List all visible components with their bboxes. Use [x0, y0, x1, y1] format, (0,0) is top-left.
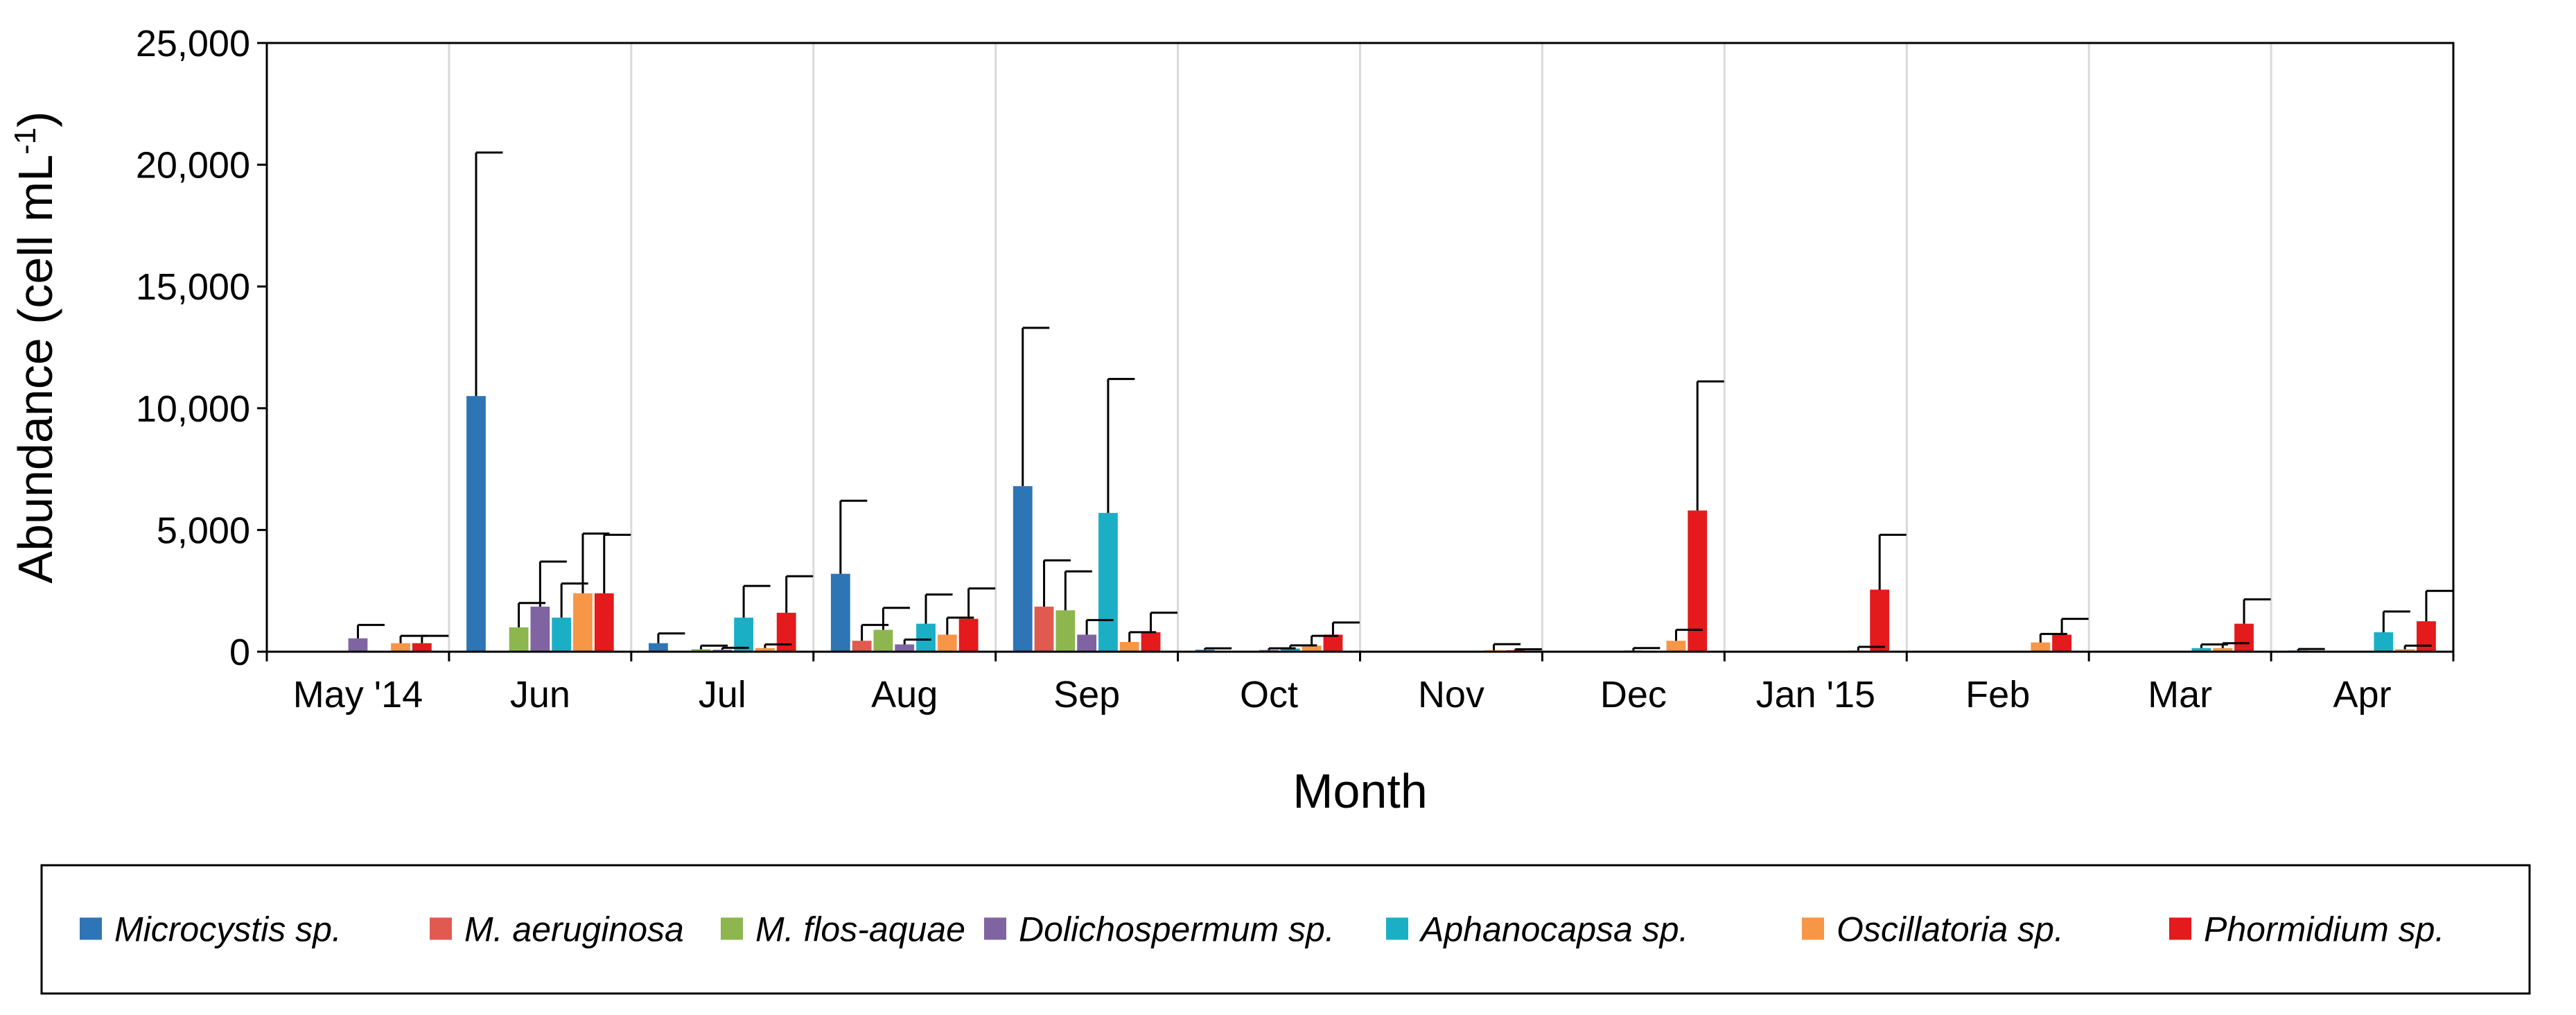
bar: [1302, 645, 1322, 652]
legend-label: Dolichospermum sp.: [1019, 910, 1335, 949]
bar: [573, 593, 593, 652]
bar: [391, 643, 410, 652]
y-axis-title-close: ): [8, 111, 62, 127]
bar: [873, 630, 893, 652]
bar: [1055, 610, 1076, 652]
bar: [1034, 607, 1054, 652]
bar: [691, 649, 711, 652]
x-tick-label: Jul: [699, 674, 746, 715]
bar: [1077, 634, 1097, 652]
bar: [1119, 641, 1139, 652]
x-tick-label: Oct: [1240, 674, 1298, 715]
bar: [895, 644, 915, 652]
bar: [852, 641, 872, 652]
bar: [594, 593, 614, 652]
y-axis-title: Abundance (cell mL-1): [8, 111, 62, 583]
bar: [2234, 623, 2254, 652]
bar: [348, 638, 368, 652]
bar: [937, 634, 957, 652]
legend-label: Phormidium sp.: [2204, 910, 2444, 949]
x-tick-label: Apr: [2333, 674, 2392, 715]
bar: [466, 396, 486, 652]
bar: [2374, 632, 2394, 652]
bar: [1870, 589, 1890, 652]
legend-swatch: [80, 917, 102, 940]
x-tick-label: Sep: [1053, 674, 1120, 715]
x-tick-label: Jan '15: [1756, 674, 1875, 715]
legend-swatch: [984, 917, 1006, 940]
y-tick-label: 20,000: [136, 145, 250, 186]
bar: [552, 617, 572, 652]
legend-swatch: [1386, 917, 1408, 940]
y-tick-label: 25,000: [136, 23, 250, 64]
gridlines: [448, 43, 2272, 652]
y-axis-title-superscript: -1: [8, 128, 42, 155]
legend-label: Oscillatoria sp.: [1837, 910, 2064, 949]
bars: [348, 396, 2436, 652]
legend-swatch: [721, 917, 743, 940]
y-axis-title-main: Abundance (cell mL: [8, 155, 62, 584]
bar: [648, 643, 668, 652]
bar: [2213, 648, 2233, 652]
x-tick-label: Feb: [1965, 674, 2030, 715]
bar: [1280, 648, 1300, 652]
x-axis-title: Month: [1293, 764, 1428, 818]
legend-box: [40, 864, 2531, 995]
bar: [916, 623, 936, 652]
bar: [2191, 648, 2211, 652]
bar: [1323, 634, 1343, 652]
bar: [2395, 649, 2415, 652]
legend-label: M. aeruginosa: [464, 910, 684, 949]
legend-label: M. flos-aquae: [755, 910, 965, 949]
x-tick-label: Dec: [1600, 674, 1667, 715]
bar: [1666, 641, 1686, 652]
x-tick-label: Nov: [1418, 674, 1484, 715]
bar: [412, 643, 432, 652]
x-tick-label: Aug: [871, 674, 938, 715]
x-axis-ticks: May '14 Jun Jul Aug Sep Oct Nov Dec Jan '15 Feb Ma…: [265, 652, 2455, 715]
bar: [509, 627, 529, 652]
bar: [530, 607, 550, 652]
legend-label: Aphanocapsa sp.: [1419, 910, 1688, 949]
bar: [1013, 486, 1033, 652]
y-tick-label: 10,000: [136, 388, 250, 430]
bar: [2052, 634, 2072, 652]
bar: [830, 573, 850, 652]
y-tick-label: 0: [229, 632, 250, 673]
legend: Microcystis sp. M. aeruginosa M. flos-aqua…: [80, 910, 2444, 949]
error-bars: [356, 151, 2453, 651]
y-tick-label: 15,000: [136, 266, 250, 308]
x-tick-label: May '14: [293, 674, 423, 715]
x-tick-label: Mar: [2148, 674, 2212, 715]
legend-swatch: [430, 917, 452, 940]
bar: [958, 618, 979, 652]
bar: [2417, 621, 2436, 652]
y-tick-label: 5,000: [157, 510, 250, 551]
x-tick-label: Jun: [510, 674, 570, 715]
y-axis-ticks: 0 5,000 10,000 15,000 20,000 25,000: [136, 23, 267, 673]
bar: [776, 612, 796, 652]
bar: [755, 648, 775, 652]
legend-swatch: [1802, 917, 1824, 940]
legend-swatch: [2169, 917, 2191, 940]
bar: [1141, 632, 1161, 652]
legend-label: Microcystis sp.: [114, 910, 342, 949]
bar: [2031, 642, 2051, 652]
bar: [734, 617, 753, 652]
bar: [1098, 512, 1118, 652]
bar: [1688, 510, 1708, 652]
